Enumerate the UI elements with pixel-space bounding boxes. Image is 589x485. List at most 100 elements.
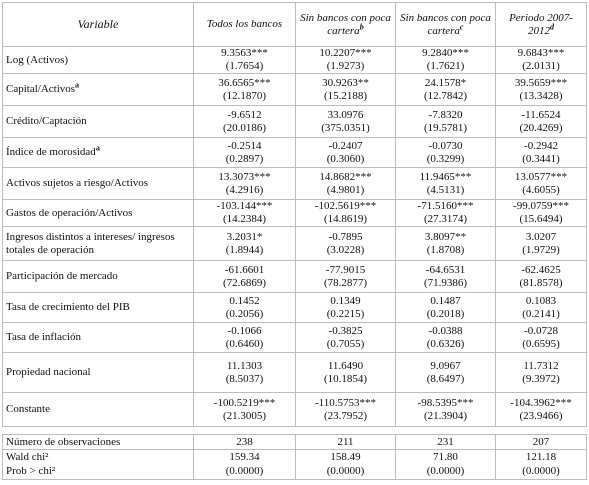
cell: 3.0207 (1.9729): [495, 226, 587, 261]
footer-value: 207: [495, 434, 587, 450]
std-error: (72.6869): [222, 276, 267, 289]
std-error: (0.2018): [426, 307, 465, 320]
std-error: (21.3005): [222, 409, 267, 422]
coefficient: -61.6601: [224, 263, 265, 276]
std-error: (8.5037): [225, 372, 264, 385]
row-label: Capital/Activosa: [2, 73, 194, 106]
header-text: Variable: [77, 17, 119, 31]
std-error: (0.6460): [225, 337, 264, 350]
cell: -0.0730 (0.3299): [395, 137, 496, 168]
footer-value: (0.0000): [395, 464, 496, 480]
label-text: Tasa de crecimiento del PIB: [6, 301, 130, 313]
row-label: Índice de morosidada: [2, 137, 194, 168]
std-error: (4.6055): [522, 183, 560, 196]
cell: -77.9015 (78.2877): [295, 260, 396, 293]
coefficient: -0.3825: [328, 324, 363, 337]
cell: -100.5219*** (21.3005): [193, 392, 296, 427]
cell: 13.3073*** (4.2916): [193, 167, 296, 200]
coefficient: -99.0759***: [513, 200, 569, 212]
std-error: (0.3060): [326, 152, 365, 165]
std-error: (20.0186): [222, 121, 267, 134]
coefficient: 30.9263**: [322, 76, 369, 89]
coefficient: -0.0388: [428, 324, 463, 337]
std-error: (1.7654): [225, 60, 264, 72]
table-row: Constante -100.5219*** (21.3005) -110.5753*…: [2, 392, 587, 427]
column-header: Periodo 2007-2012d: [495, 2, 587, 47]
table-row: Crédito/Captación -9.6512 (20.0186) 33.0976…: [2, 105, 587, 138]
std-error: (0.6326): [426, 337, 465, 350]
cell: 0.1349 (0.2215): [295, 292, 396, 323]
cell: 14.8682*** (4.9801): [295, 167, 396, 200]
coefficient: 0.1452: [229, 294, 260, 307]
header-text: Sin bancos con poca cartera: [300, 11, 391, 37]
cell: 24.1578* (12.7842): [395, 73, 496, 106]
table-row: Log (Activos) 9.3563*** (1.7654) 10.2207***…: [2, 46, 587, 74]
column-header: Sin bancos con poca carterac: [395, 2, 496, 47]
label-text: Tasa de inflación: [6, 331, 81, 343]
cell: 9.0967 (8.6497): [395, 352, 496, 393]
coefficient: -0.2942: [524, 139, 558, 152]
coefficient: -98.5395***: [417, 396, 474, 409]
table-row: Ingresos distintos a intereses/ ingresos…: [2, 226, 587, 261]
cell: -0.2514 (0.2897): [193, 137, 296, 168]
cell: -0.2942 (0.3441): [495, 137, 587, 168]
row-label: Tasa de inflación: [2, 322, 194, 353]
footer-label: Wald chi²: [2, 449, 194, 465]
cell: -0.3825 (0.7055): [295, 322, 396, 353]
coefficient: 11.9465***: [419, 170, 472, 183]
cell: -62.4625 (81.8578): [495, 260, 587, 293]
cell: -61.6601 (72.6869): [193, 260, 296, 293]
std-error: (21.3904): [423, 409, 468, 422]
row-label: Activos sujetos a riesgo/Activos: [2, 167, 194, 200]
std-error: (23.9466): [519, 409, 563, 422]
coefficient: -0.7895: [328, 230, 363, 243]
cell: -0.7895 (3.0228): [295, 226, 396, 261]
row-label: Crédito/Captación: [2, 105, 194, 138]
cell: -11.6524 (20.4269): [495, 105, 587, 138]
cell: -71.5160*** (27.3174): [395, 199, 496, 227]
table-row: Propiedad nacional 11.1303 (8.5037) 11.6490…: [2, 352, 587, 393]
cell: 0.1487 (0.2018): [395, 292, 496, 323]
coefficient: 11.7312: [523, 359, 559, 372]
coefficient: 13.3073***: [218, 170, 271, 183]
cell: 9.3563*** (1.7654): [193, 46, 296, 74]
std-error: (10.1854): [323, 372, 368, 385]
spacer-row: [2, 426, 587, 435]
label-text: Índice de morosidad: [6, 146, 96, 158]
std-error: (20.4269): [519, 121, 563, 134]
coefficient: -103.144***: [216, 200, 273, 212]
std-error: (0.2056): [225, 307, 264, 320]
coefficient: 39.5659***: [514, 76, 568, 89]
std-error: (1.9729): [522, 243, 560, 256]
cell: 9.2840*** (1.7621): [395, 46, 496, 74]
coefficient: -9.6512: [227, 108, 262, 121]
row-label: Gastos de operación/Activos: [2, 199, 194, 227]
coefficient: 11.1303: [226, 359, 263, 372]
coefficient: -102.5619***: [314, 200, 377, 212]
spacer-cell: [495, 426, 587, 435]
std-error: (4.9801): [326, 183, 365, 196]
std-error: (1.9273): [326, 60, 365, 72]
cell: -0.0388 (0.6326): [395, 322, 496, 353]
cell: 33.0976 (375.0351): [295, 105, 396, 138]
spacer-cell: [295, 426, 396, 435]
cell: 11.9465*** (4.5131): [395, 167, 496, 200]
coefficient: 3.8097**: [424, 230, 467, 243]
label-note: a: [95, 143, 100, 153]
label-text: Propiedad nacional: [6, 366, 91, 378]
footer-value: 231: [395, 434, 496, 450]
coefficient: -0.2514: [227, 139, 262, 152]
std-error: (0.2897): [225, 152, 264, 165]
label-note: a: [75, 80, 80, 90]
std-error: (15.6494): [519, 213, 563, 225]
cell: -103.144*** (14.2384): [193, 199, 296, 227]
footer-value: 121.18: [495, 449, 587, 465]
std-error: (19.5781): [423, 121, 468, 134]
table-row: Tasa de crecimiento del PIB 0.1452 (0.2056…: [2, 292, 587, 323]
footer-value: 158.49: [295, 449, 396, 465]
cell: -104.3962*** (23.9466): [495, 392, 587, 427]
row-label: Log (Activos): [2, 46, 194, 74]
std-error: (1.8708): [426, 243, 465, 256]
std-error: (27.3174): [423, 213, 468, 225]
